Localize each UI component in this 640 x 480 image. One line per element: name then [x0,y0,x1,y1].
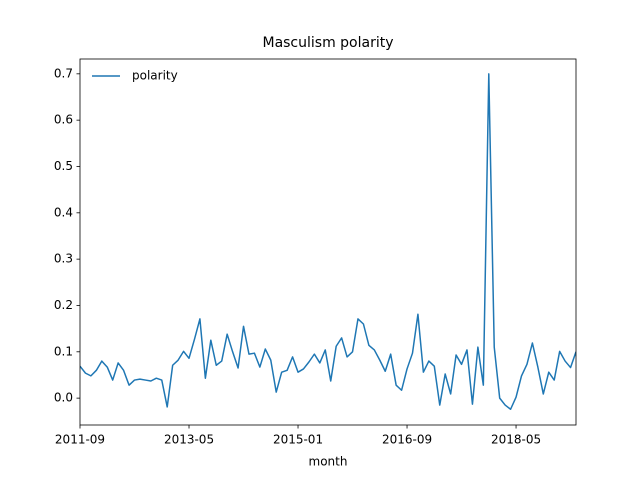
y-tick-label: 0.6 [54,113,73,127]
x-tick-label: 2013-05 [164,433,214,447]
y-tick-label: 0.5 [54,159,73,173]
plot-frame [79,58,577,426]
y-tick-label: 0.1 [54,344,73,358]
x-tick-label: 2016-09 [382,433,432,447]
y-tick-label: 0.4 [54,205,73,219]
x-tick-label: 2015-01 [273,433,323,447]
legend-label: polarity [132,69,178,83]
y-tick-label: 0.3 [54,252,73,266]
x-axis-label: month [309,455,348,469]
data-line [80,73,576,410]
y-tick-label: 0.0 [54,391,73,405]
y-tick-label: 0.7 [54,66,73,80]
y-tick-label: 0.2 [54,298,73,312]
x-tick-label: 2018-05 [491,433,541,447]
chart-title: Masculism polarity [262,35,393,51]
x-tick-label: 2011-09 [55,433,105,447]
